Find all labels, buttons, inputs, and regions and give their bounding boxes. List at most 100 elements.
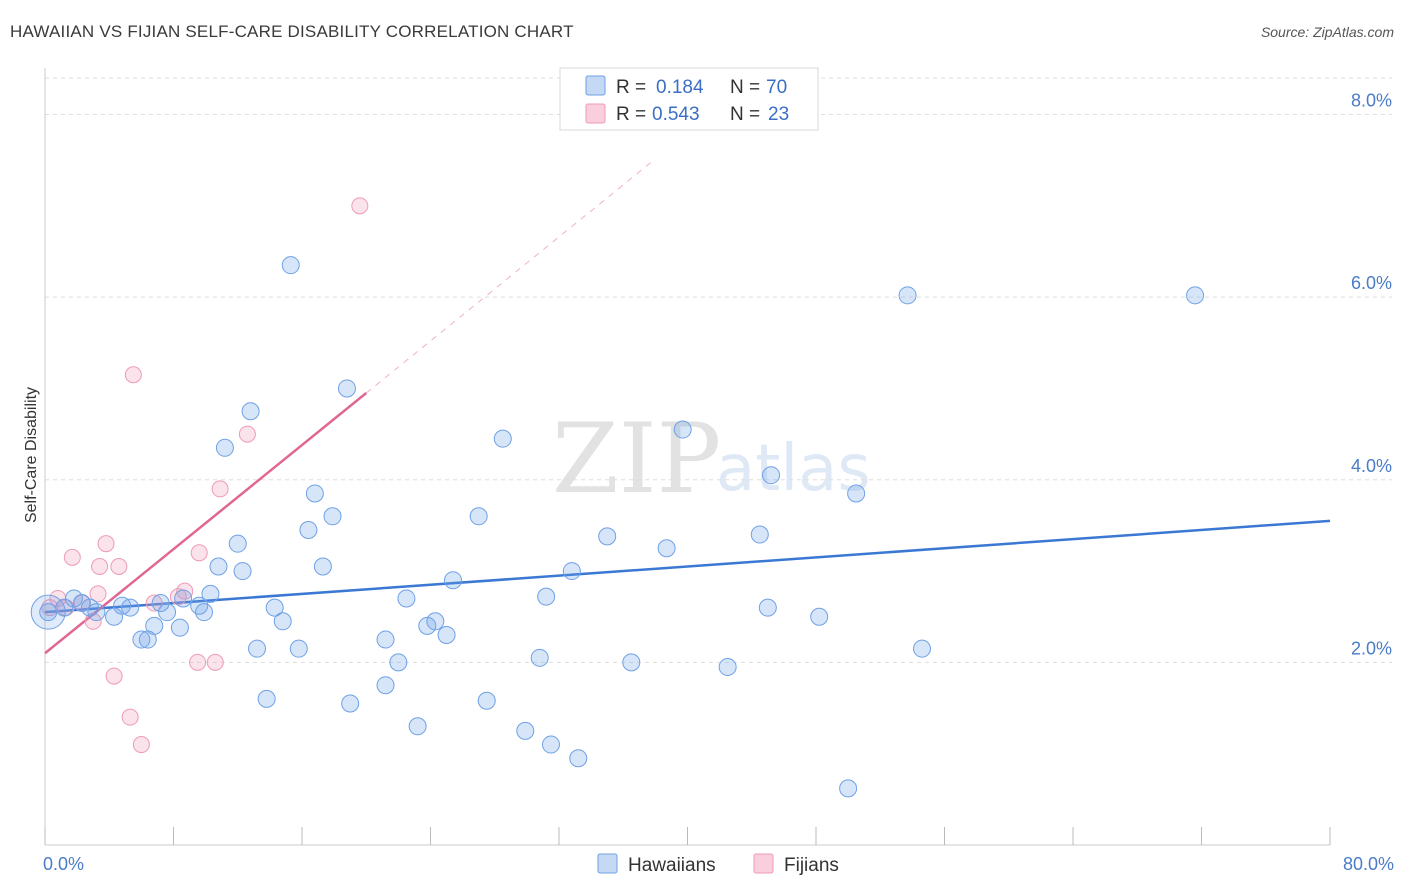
legend-n-value: 23 — [768, 104, 789, 125]
legend-n-label: N = — [730, 104, 760, 125]
data-point-fijians — [97, 535, 115, 553]
data-point-fijians — [89, 585, 107, 603]
data-point-hawaiians — [215, 438, 234, 457]
data-point-hawaiians — [718, 657, 737, 676]
data-point-fijians — [206, 653, 224, 671]
legend-label-hawaiians: Hawaiians — [628, 855, 716, 876]
data-point-fijians — [132, 736, 150, 754]
data-point-hawaiians — [437, 625, 456, 644]
data-point-fijians — [145, 594, 163, 612]
data-point-hawaiians — [341, 694, 360, 713]
data-point-hawaiians — [121, 598, 140, 617]
data-point-hawaiians — [305, 484, 324, 503]
data-point-hawaiians — [516, 721, 535, 740]
legend-r-value: 0.543 — [652, 104, 700, 125]
data-point-hawaiians — [201, 584, 220, 603]
data-point-hawaiians — [376, 676, 395, 695]
data-point-fijians — [189, 653, 207, 671]
data-point-hawaiians — [257, 689, 276, 708]
legend-n-label: N = — [730, 77, 760, 98]
data-point-hawaiians — [1186, 286, 1205, 305]
data-point-hawaiians — [762, 466, 781, 485]
data-point-fijians — [63, 548, 81, 566]
data-point-fijians — [176, 582, 194, 600]
data-point-hawaiians — [233, 562, 252, 581]
data-point-hawaiians — [289, 639, 308, 658]
data-point-hawaiians — [569, 749, 588, 768]
legend-n-value: 70 — [766, 77, 787, 98]
trend-line-fijians-extension — [365, 158, 656, 394]
axes — [44, 68, 1331, 846]
data-point-hawaiians — [228, 534, 247, 553]
legend-r-label: R = — [616, 104, 646, 125]
data-point-hawaiians — [673, 420, 692, 439]
data-point-hawaiians — [190, 596, 209, 615]
data-point-fijians — [190, 544, 208, 562]
data-point-hawaiians — [443, 571, 462, 590]
legend-label-fijians: Fijians — [784, 855, 839, 876]
data-point-fijians — [105, 667, 123, 685]
y-tick-label: 2.0% — [1351, 638, 1392, 658]
data-point-hawaiians — [657, 539, 676, 558]
data-point-hawaiians — [750, 525, 769, 544]
y-axis-label: Self-Care Disability — [23, 387, 40, 523]
data-point-hawaiians — [281, 256, 300, 275]
data-point-hawaiians — [170, 618, 189, 637]
watermark-zip: ZIP — [552, 403, 721, 515]
data-point-hawaiians — [273, 612, 292, 631]
data-point-fijians — [121, 708, 139, 726]
data-point-fijians — [124, 366, 142, 384]
legend-r-value: 0.184 — [656, 77, 704, 98]
data-point-hawaiians — [562, 562, 581, 581]
data-point-hawaiians — [265, 598, 284, 617]
data-point-hawaiians — [408, 717, 427, 736]
data-point-hawaiians — [151, 594, 170, 613]
data-point-hawaiians — [299, 520, 318, 539]
data-point-hawaiians — [477, 691, 496, 710]
legend-r-label: R = — [616, 77, 646, 98]
data-point-hawaiians — [337, 379, 356, 398]
data-point-hawaiians — [313, 557, 332, 576]
data-point-hawaiians — [209, 557, 228, 576]
legend-swatch-hawaiians — [597, 853, 618, 874]
data-point-hawaiians — [241, 402, 260, 421]
data-point-hawaiians — [248, 639, 267, 658]
data-point-hawaiians — [376, 630, 395, 649]
data-point-hawaiians — [898, 286, 917, 305]
x-tick-label: 0.0% — [43, 854, 84, 874]
data-point-hawaiians — [493, 429, 512, 448]
data-point-hawaiians — [913, 639, 932, 658]
tick-labels: 2.0% 4.0% 6.0% 8.0% 0.0% 80.0% — [43, 91, 1394, 874]
data-point-hawaiians — [541, 735, 560, 754]
data-points — [30, 197, 1205, 798]
data-point-hawaiians — [174, 589, 193, 608]
data-point-fijians — [110, 558, 128, 576]
source-label: Source: ZipAtlas.com — [1260, 24, 1394, 40]
data-point-hawaiians — [195, 603, 214, 622]
correlation-legend: R = 0.184 N = 70 R = 0.543 N = 23 — [559, 67, 819, 131]
data-point-hawaiians — [145, 616, 164, 635]
data-point-hawaiians — [537, 587, 556, 606]
series-legend: Hawaiians Fijians — [597, 853, 839, 876]
data-point-hawaiians — [323, 507, 342, 526]
data-point-hawaiians — [80, 598, 99, 617]
y-tick-label: 6.0% — [1351, 273, 1392, 293]
data-point-hawaiians — [389, 653, 408, 672]
legend-swatch-fijians — [585, 103, 606, 124]
y-tick-label: 4.0% — [1351, 456, 1392, 476]
data-point-hawaiians — [758, 598, 777, 617]
data-point-hawaiians — [847, 484, 866, 503]
data-point-fijians — [211, 480, 229, 498]
trend-line-hawaiians — [44, 519, 1331, 614]
data-point-hawaiians — [622, 653, 641, 672]
data-point-hawaiians — [810, 607, 829, 626]
watermark-atlas: atlas — [716, 432, 871, 506]
data-point-hawaiians — [158, 603, 177, 622]
legend-swatch-fijians — [753, 853, 774, 874]
data-point-fijians — [238, 425, 256, 443]
legend-swatch-hawaiians — [585, 75, 606, 96]
data-point-hawaiians — [426, 612, 445, 631]
chart-title: HAWAIIAN VS FIJIAN SELF-CARE DISABILITY … — [10, 22, 574, 41]
data-point-fijians — [351, 197, 369, 215]
